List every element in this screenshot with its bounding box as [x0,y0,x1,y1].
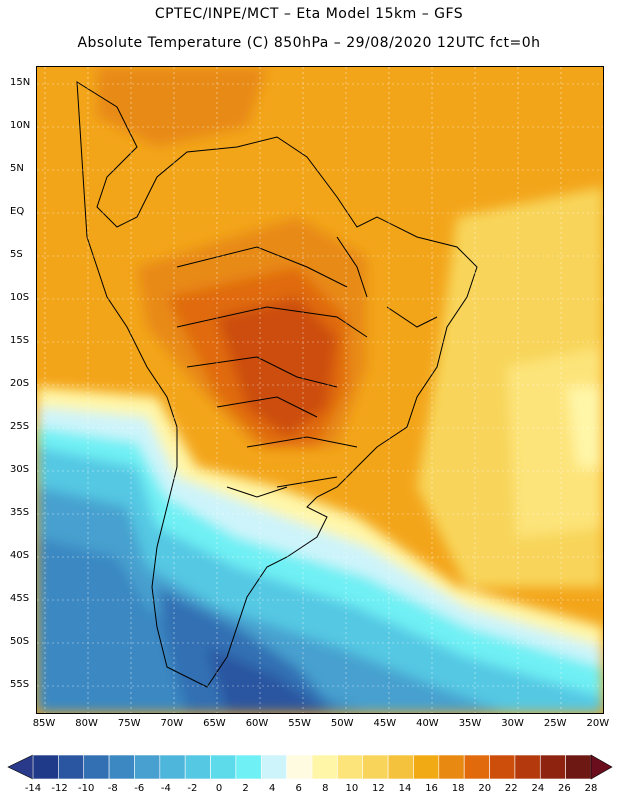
colorbar-label: 12 [372,783,385,794]
colorbar-swatch [286,754,313,780]
colorbar-under-triangle [7,754,34,780]
colorbar-label: -10 [77,783,95,794]
colorbar-swatch [159,754,186,780]
colorbar-label: 8 [322,783,329,794]
longitude-label: 60W [245,718,269,729]
colorbar-swatch [337,754,364,780]
colorbar-swatch [260,754,287,780]
map-title-line-2: Absolute Temperature (C) 850hPa – 29/08/… [77,35,541,51]
longitude-label: 35W [458,718,482,729]
latitude-label: 10S [10,292,30,303]
latitude-label: 20S [10,378,30,389]
colorbar-swatch [134,754,161,780]
latitude-label: 35S [10,507,30,518]
colorbar-label: 28 [584,783,598,794]
temperature-map-canvas [37,67,603,713]
colorbar-label: 6 [295,783,302,794]
colorbar-label: 14 [398,783,412,794]
longitude-label: 45W [373,718,397,729]
longitude-label: 55W [288,718,311,729]
colorbar-swatch [413,754,440,780]
latitude-label: 10N [10,120,31,131]
latitude-label: 45S [10,593,30,604]
latitude-label: 15N [10,77,31,88]
colorbar-label: 26 [558,783,571,794]
colorbar-label: -12 [51,783,68,794]
colorbar-swatch [514,754,541,780]
colorbar-swatch [539,754,566,780]
latitude-label: 30S [10,464,30,475]
colorbar-label: -14 [24,783,42,794]
colorbar [7,754,613,780]
longitude-label: 85W [32,718,56,729]
temperature-map[interactable] [36,66,604,714]
colorbar-label: -2 [187,783,198,794]
colorbar-swatch [58,754,85,780]
colorbar-label: -4 [160,783,171,794]
colorbar-swatch [210,754,237,780]
longitude-label: 25W [543,718,567,729]
colorbar-swatch [463,754,490,780]
latitude-label: 50S [10,636,30,647]
colorbar-swatch [83,754,110,780]
colorbar-swatch [108,754,135,780]
colorbar-swatch [184,754,211,780]
colorbar-label: -6 [134,783,145,794]
colorbar-label: 16 [425,783,438,794]
latitude-label: 25S [10,421,30,432]
colorbar-label: 22 [504,783,518,794]
longitude-label: 75W [117,718,141,729]
latitude-label: 40S [10,550,30,561]
colorbar-label: 24 [531,783,545,794]
longitude-label: 80W [75,718,98,729]
colorbar-swatch [565,754,592,780]
latitude-label: 15S [10,335,30,346]
colorbar-swatch [32,754,59,780]
colorbar-label: 10 [345,783,359,794]
colorbar-swatch [235,754,262,780]
colorbar-label: 4 [268,783,276,794]
colorbar-label: 20 [478,783,492,794]
colorbar-label: 2 [242,783,249,794]
colorbar-swatch [362,754,389,780]
colorbar-swatch [311,754,338,780]
longitude-label: 30W [501,718,524,729]
longitude-label: 65W [203,718,226,729]
map-title-line-1: CPTEC/INPE/MCT – Eta Model 15km – GFS [154,6,464,22]
longitude-label: 50W [330,718,354,729]
longitude-label: 70W [160,718,184,729]
grid-lines [37,67,603,713]
colorbar-label: -8 [107,783,118,794]
longitude-label: 40W [416,718,439,729]
colorbar-label: 0 [215,783,223,794]
colorbar-over-triangle [590,754,613,780]
colorbar-swatch [438,754,465,780]
colorbar-swatch [387,754,414,780]
colorbar-label: 18 [451,783,465,794]
latitude-label: 5S [10,249,23,260]
latitude-label: EQ [10,206,25,217]
longitude-label: 20W [586,718,610,729]
latitude-label: 55S [10,679,30,690]
latitude-label: 5N [10,163,24,174]
colorbar-swatch [489,754,516,780]
